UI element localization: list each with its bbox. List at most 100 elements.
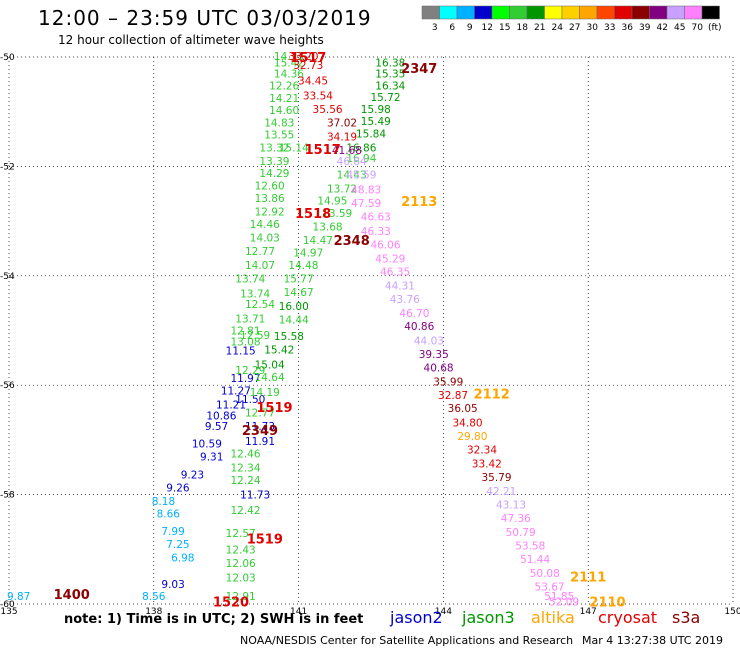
wave-height-label: 40.68	[424, 363, 454, 375]
color-scale-label: 36	[622, 23, 634, 33]
color-scale-label: 21	[534, 23, 545, 33]
wave-height-label: 33.54	[303, 90, 333, 102]
wave-height-label: 10.86	[206, 410, 236, 422]
wave-height-label: 48.83	[351, 184, 381, 196]
mission-cryosat: cryosat	[598, 608, 658, 627]
wave-height-label: 13.59	[322, 208, 352, 220]
pass-time-label: 1517	[305, 143, 341, 158]
color-scale-cell	[474, 5, 493, 20]
wave-height-label: 35.99	[433, 376, 463, 388]
wave-height-label: 6.98	[171, 553, 194, 565]
footer-note: note: 1) Time is in UTC; 2) SWH is in fe…	[64, 612, 364, 627]
wave-height-label: 13.72	[327, 183, 357, 195]
wave-height-label: 43.76	[390, 294, 420, 306]
wave-height-label: 32.87	[438, 390, 468, 402]
x-tick-label: 135	[0, 607, 17, 617]
wave-height-label: 16.00	[279, 301, 309, 313]
wave-height-label: 13.86	[255, 193, 285, 205]
page-subtitle: 12 hour collection of altimeter wave hei…	[58, 33, 324, 47]
wave-height-label: 15.35	[375, 68, 405, 80]
x-tick-label: 147	[580, 607, 597, 617]
color-scale-label: 12	[482, 23, 493, 33]
color-scale-cell	[456, 5, 475, 20]
wave-height-label: 12.03	[226, 573, 256, 585]
wave-height-label: 46.63	[361, 212, 391, 224]
wave-height-label: 11.73	[245, 421, 275, 433]
wave-height-label: 45.59	[346, 170, 376, 182]
wave-height-label: 12.34	[230, 462, 260, 474]
color-scale-label: 3	[432, 23, 438, 33]
wave-height-label: 15.42	[274, 57, 304, 69]
wave-height-label: 35.79	[481, 472, 511, 484]
wave-height-label: 44.31	[385, 281, 415, 293]
wave-height-label: 15.49	[361, 116, 391, 128]
wave-height-label: 11.73	[240, 490, 270, 502]
color-scale-cell	[509, 5, 528, 20]
color-scale-label: 27	[569, 23, 580, 33]
color-scale-label: 33	[604, 23, 615, 33]
color-scale-cell	[596, 5, 615, 20]
color-scale-cell	[684, 5, 703, 20]
wave-height-label: 12.29	[235, 365, 265, 377]
wave-height-label: 47.59	[351, 198, 381, 210]
wave-height-label: 33.42	[472, 458, 502, 470]
color-scale-label: (ft)	[708, 23, 722, 33]
wave-height-label: 12.59	[240, 330, 270, 342]
wave-height-label: 43.13	[496, 499, 526, 511]
y-tick-label: -56	[0, 381, 15, 391]
wave-height-label: 16.86	[346, 142, 376, 154]
wave-height-label: 12.92	[255, 206, 285, 218]
color-scale-cell	[579, 5, 598, 20]
color-scale-label: 9	[467, 23, 473, 33]
y-tick-label: -54	[0, 272, 15, 282]
wave-height-label: 15.77	[284, 274, 314, 286]
wave-height-label: 53.67	[535, 581, 565, 593]
y-tick-label: -58	[0, 491, 15, 501]
wave-height-label: 35.56	[313, 104, 343, 116]
wave-height-label: 44.03	[414, 335, 444, 347]
wave-height-label: 15.42	[264, 345, 294, 357]
wave-height-label: 12.46	[230, 449, 260, 461]
pass-time-label: 1519	[256, 401, 292, 416]
wave-height-label: 13.55	[264, 130, 294, 142]
wave-height-label: 52.09	[549, 596, 579, 608]
wave-height-label: 11.97	[230, 373, 260, 385]
wave-height-label: 11.15	[226, 346, 256, 358]
mission-jason2: jason2	[390, 608, 443, 627]
color-scale-cell	[561, 5, 580, 20]
wave-height-label: 14.43	[337, 170, 367, 182]
wave-height-label: 34.45	[298, 76, 328, 88]
wave-height-label: 11.27	[221, 386, 251, 398]
wave-height-label: 16.34	[375, 80, 405, 92]
color-scale-label: 24	[552, 23, 564, 33]
wave-height-label: 29.80	[457, 431, 487, 443]
wave-height-label: 46.84	[337, 156, 367, 168]
wave-height-label: 8.56	[142, 591, 166, 603]
wave-height-label: 14.95	[317, 195, 347, 207]
color-scale-cell	[701, 5, 720, 20]
wave-height-label: 8.66	[157, 509, 181, 521]
mission-altika: altika	[531, 608, 575, 627]
color-scale-cell	[544, 5, 563, 20]
pass-time-label: 2110	[589, 595, 625, 610]
wave-height-label: 14.29	[259, 168, 289, 180]
wave-height-label: 14.47	[303, 235, 333, 247]
wave-height-label: 41.68	[332, 145, 362, 157]
color-scale-label: 42	[657, 23, 668, 33]
wave-height-label: 33.20	[288, 51, 318, 63]
wave-height-label: 9.57	[205, 421, 228, 433]
wave-height-label: 14.21	[269, 93, 299, 105]
color-scale-cell	[421, 5, 440, 20]
wave-height-label: 32.73	[293, 60, 323, 72]
color-scale-cell	[614, 5, 633, 20]
pass-time-label: 1400	[54, 588, 90, 603]
pass-time-label: 2349	[242, 424, 278, 439]
pass-time-label: 2113	[401, 195, 437, 210]
wave-height-label: 46.35	[380, 266, 410, 278]
y-tick-label: -60	[0, 600, 15, 610]
wave-height-label: 12.42	[230, 505, 260, 517]
wave-height-label: 42.21	[486, 486, 516, 498]
wave-height-label: 15.58	[274, 331, 304, 343]
color-scale-cell	[631, 5, 650, 20]
